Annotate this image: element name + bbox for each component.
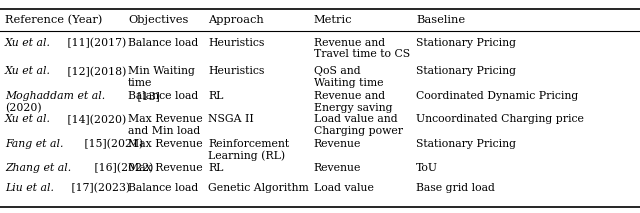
Text: Heuristics: Heuristics — [208, 66, 264, 76]
Text: Min Waiting
time: Min Waiting time — [128, 66, 195, 88]
Text: Max Revenue: Max Revenue — [128, 139, 203, 149]
Text: Max Revenue: Max Revenue — [128, 163, 203, 173]
Text: Liu et al.: Liu et al. — [5, 183, 54, 193]
Text: Revenue: Revenue — [314, 163, 361, 173]
Text: Uncoordinated Charging price: Uncoordinated Charging price — [416, 114, 584, 124]
Text: Coordinated Dynamic Pricing: Coordinated Dynamic Pricing — [416, 91, 579, 101]
Text: [11](2017): [11](2017) — [65, 38, 127, 48]
Text: Max Revenue
and Min load: Max Revenue and Min load — [128, 114, 203, 136]
Text: (2020): (2020) — [5, 103, 42, 113]
Text: [14](2020): [14](2020) — [65, 114, 127, 125]
Text: NSGA II: NSGA II — [208, 114, 253, 124]
Text: Heuristics: Heuristics — [208, 38, 264, 48]
Text: Stationary Pricing: Stationary Pricing — [416, 66, 516, 76]
Text: Revenue and
Travel time to CS: Revenue and Travel time to CS — [314, 38, 410, 59]
Text: Xu et al.: Xu et al. — [5, 66, 51, 76]
Text: Approach: Approach — [208, 15, 264, 25]
Text: [17](2023): [17](2023) — [68, 183, 131, 193]
Text: Fang et al.: Fang et al. — [5, 139, 63, 149]
Text: Metric: Metric — [314, 15, 352, 25]
Text: Moghaddam et al.: Moghaddam et al. — [5, 91, 106, 101]
Text: Balance load: Balance load — [128, 183, 198, 193]
Text: [13]: [13] — [134, 91, 160, 101]
Text: Xu et al.: Xu et al. — [5, 114, 51, 124]
Text: [15](2021): [15](2021) — [81, 139, 143, 149]
Text: [16](2022): [16](2022) — [91, 163, 153, 174]
Text: RL: RL — [208, 163, 223, 173]
Text: QoS and
Waiting time: QoS and Waiting time — [314, 66, 383, 88]
Text: RL: RL — [208, 91, 223, 101]
Text: Load value and
Charging power: Load value and Charging power — [314, 114, 403, 136]
Text: Load value: Load value — [314, 183, 374, 193]
Text: Genetic Algorithm: Genetic Algorithm — [208, 183, 308, 193]
Text: ToU: ToU — [416, 163, 438, 173]
Text: Stationary Pricing: Stationary Pricing — [416, 139, 516, 149]
Text: Baseline: Baseline — [416, 15, 465, 25]
Text: Reinforcement
Learning (RL): Reinforcement Learning (RL) — [208, 139, 289, 161]
Text: Revenue and
Energy saving: Revenue and Energy saving — [314, 91, 392, 112]
Text: [12](2018): [12](2018) — [65, 66, 127, 77]
Text: Reference (Year): Reference (Year) — [5, 15, 102, 25]
Text: Xu et al.: Xu et al. — [5, 38, 51, 48]
Text: Revenue: Revenue — [314, 139, 361, 149]
Text: Balance load: Balance load — [128, 38, 198, 48]
Text: Base grid load: Base grid load — [416, 183, 495, 193]
Text: Zhang et al.: Zhang et al. — [5, 163, 72, 173]
Text: Balance load: Balance load — [128, 91, 198, 101]
Text: Stationary Pricing: Stationary Pricing — [416, 38, 516, 48]
Text: Objectives: Objectives — [128, 15, 188, 25]
